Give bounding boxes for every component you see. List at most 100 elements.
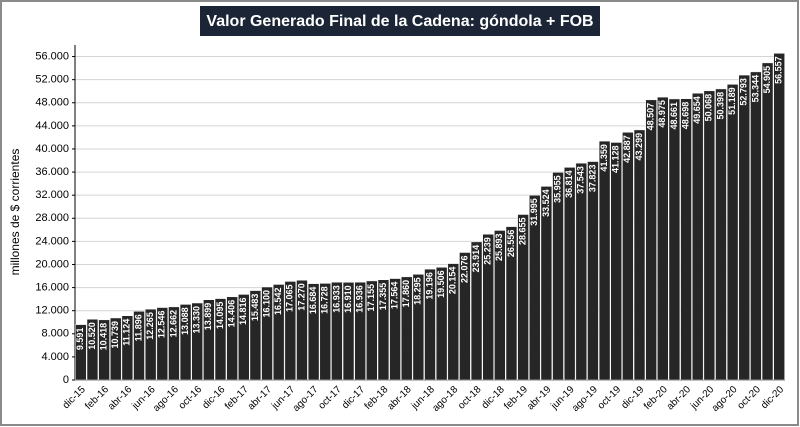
value-label: 49.654 [692,96,702,124]
bar [738,74,750,381]
value-label: 17.564 [389,282,399,310]
y-axis-label: millones de $ corrientes [8,149,22,276]
bar [761,62,774,381]
value-label: 13.088 [180,307,190,335]
value-label: 26.556 [506,230,516,258]
bar [110,317,122,381]
bar [75,324,87,381]
bar [179,304,192,381]
value-label: 25.239 [483,237,493,265]
bar [144,308,157,381]
value-label: 16.910 [343,285,353,313]
bar [307,283,320,381]
value-label: 37.823 [587,165,597,193]
value-label: 13.899 [203,303,213,331]
y-tick-label: 8.000 [41,328,69,340]
bar [633,129,646,381]
value-label: 12.546 [157,311,167,339]
value-label: 23.914 [471,245,481,273]
value-label: 20.154 [448,267,458,295]
value-label: 10.520 [87,322,97,350]
bar [86,318,99,381]
value-label: 13.330 [192,306,202,334]
bar [482,233,494,381]
value-label: 22.076 [459,255,469,283]
value-label: 9.591 [75,328,85,351]
bar [680,98,692,381]
value-label: 41.128 [611,145,621,173]
y-tick-label: 56.000 [35,50,69,62]
chart-title: Valor Generado Final de la Cadena: góndo… [206,13,593,30]
bar [261,286,273,381]
value-label: 43.299 [634,133,644,161]
y-tick-label: 4.000 [41,351,69,363]
bar [587,161,599,381]
bar [121,315,134,381]
bar [552,172,564,381]
bar [726,84,739,381]
y-tick-label: 24.000 [35,235,69,247]
value-label: 10.739 [110,321,120,349]
value-label: 56.557 [774,56,784,84]
value-label: 19.196 [424,272,434,300]
bar [272,284,285,381]
y-tick-label: 0 [63,374,69,386]
value-label: 17.860 [401,280,411,308]
bar [284,281,297,381]
value-label: 36.814 [564,170,574,198]
value-label: 17.270 [296,283,306,311]
y-tick-label: 28.000 [35,212,69,224]
bar [540,186,553,381]
y-tick-label: 44.000 [35,120,69,132]
y-tick-label: 32.000 [35,189,69,201]
bar [598,140,611,381]
bar [331,281,343,381]
bar [156,307,169,381]
value-label: 50.068 [704,94,714,122]
bar [238,294,250,381]
value-label: 51.189 [727,87,737,115]
y-tick-label: 20.000 [35,258,69,270]
bar [575,162,588,381]
bar [703,90,716,381]
y-tick-label: 36.000 [35,166,69,178]
value-label: 16.100 [261,290,271,318]
bar [668,98,681,381]
bar [447,263,459,381]
value-label: 52.793 [739,78,749,106]
value-label: 14.095 [215,302,225,330]
value-label: 12.265 [145,312,155,340]
value-label: 33.524 [541,189,551,217]
bar [389,278,401,381]
bar [715,88,727,381]
value-label: 18.295 [413,277,423,305]
value-label: 17.065 [285,284,295,312]
value-label: 37.543 [576,166,586,194]
value-label: 11.896 [133,314,143,341]
value-label: 54.905 [762,66,772,94]
value-label: 48.698 [680,102,690,130]
value-label: 53.344 [750,75,760,103]
value-label: 48.661 [669,102,679,130]
bar [226,296,238,381]
bar [470,241,483,381]
bar [459,252,471,381]
bar [98,319,110,381]
y-tick-label: 12.000 [35,305,69,317]
value-label: 11.124 [122,319,132,346]
value-label: 48.975 [657,100,667,128]
bar [494,230,506,381]
bar [366,280,378,381]
bar [203,299,215,381]
value-label: 16.684 [308,287,318,315]
bar [563,167,576,381]
bar [657,96,669,381]
value-label: 16.542 [273,287,283,315]
y-tick-label: 48.000 [35,97,69,109]
bar [319,283,331,381]
value-label: 16.728 [320,286,330,314]
value-label: 31.995 [529,198,539,226]
bar [191,302,203,381]
y-tick-label: 16.000 [35,281,69,293]
